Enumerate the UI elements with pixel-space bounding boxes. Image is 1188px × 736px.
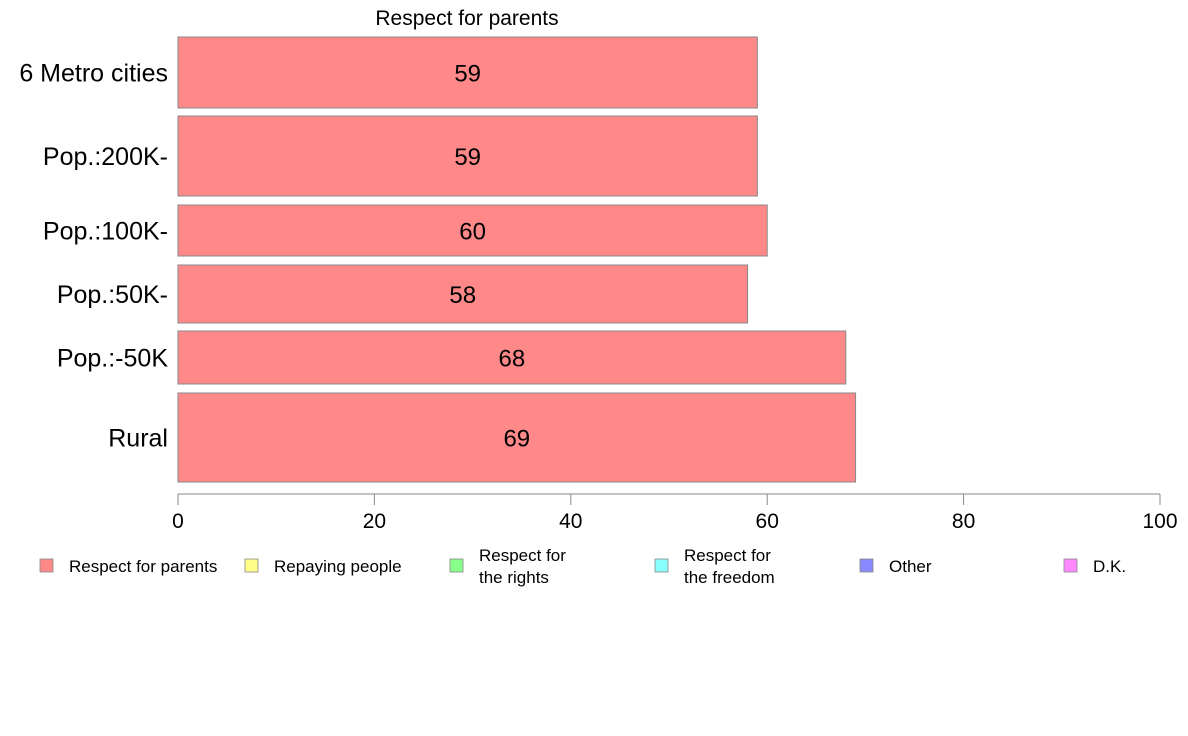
- bar-group: 59 Pop.:200K-: [43, 115, 758, 197]
- legend-item: Respect for the freedom: [654, 546, 775, 587]
- category-label: Rural: [108, 425, 168, 453]
- chart-title: Respect for parents: [375, 7, 558, 30]
- legend-label: Respect for: [684, 546, 771, 565]
- x-tick-label: 60: [756, 510, 779, 533]
- category-label: Pop.:-50K: [57, 345, 169, 373]
- legend-swatch: [654, 558, 669, 573]
- legend-item: Respect for parents: [39, 557, 217, 576]
- bars-layer: 59 6 Metro cities 59 Pop.:200K- 60 Pop.:100K-…: [19, 36, 857, 483]
- legend-label: D.K.: [1093, 557, 1126, 576]
- x-tick-label: 40: [559, 510, 582, 533]
- bar-group: 69 Rural: [108, 392, 857, 483]
- legend-swatch: [39, 558, 54, 573]
- legend-swatch: [449, 558, 464, 573]
- x-tick-label: 100: [1142, 510, 1177, 533]
- legend-swatch: [859, 558, 874, 573]
- bar-value-label: 59: [454, 61, 481, 88]
- bar: [177, 115, 758, 197]
- legend-label: the freedom: [684, 568, 775, 587]
- x-tick-label: 20: [363, 510, 386, 533]
- legend-item: Respect for the rights: [449, 546, 566, 587]
- bar-value-label: 69: [503, 426, 530, 453]
- legend-swatch: [244, 558, 259, 573]
- category-label: Pop.:50K-: [57, 281, 168, 309]
- legend-item: Repaying people: [244, 557, 402, 576]
- legend-label: Other: [889, 557, 932, 576]
- bar: [177, 392, 857, 483]
- bar: [177, 330, 847, 385]
- legend-label: Repaying people: [274, 557, 402, 576]
- legend-swatch: [1063, 558, 1078, 573]
- x-tick-label: 80: [952, 510, 975, 533]
- bar-value-label: 59: [454, 144, 481, 171]
- x-tick-label: 0: [172, 510, 184, 533]
- category-label: Pop.:200K-: [43, 143, 168, 171]
- legend: Respect for parents Repaying people Respec…: [39, 546, 1126, 587]
- legend-item: D.K.: [1063, 557, 1126, 576]
- legend-label: the rights: [479, 568, 549, 587]
- bar: [177, 36, 758, 109]
- legend-label: Respect for: [479, 546, 566, 565]
- bar-group: 58 Pop.:50K-: [57, 264, 749, 324]
- bar-group: 60 Pop.:100K-: [43, 204, 768, 257]
- category-label: 6 Metro cities: [19, 60, 168, 88]
- bar-value-label: 58: [449, 282, 476, 309]
- x-axis: 0 20 40 60 80 100: [172, 493, 1178, 533]
- bar: [177, 204, 768, 257]
- bar-value-label: 60: [459, 219, 486, 246]
- bar: [177, 264, 749, 324]
- bar-group: 59 6 Metro cities: [19, 36, 758, 109]
- bar-value-label: 68: [499, 346, 526, 373]
- category-label: Pop.:100K-: [43, 218, 168, 246]
- legend-label: Respect for parents: [69, 557, 217, 576]
- legend-item: Other: [859, 557, 932, 576]
- bar-group: 68 Pop.:-50K: [57, 330, 847, 385]
